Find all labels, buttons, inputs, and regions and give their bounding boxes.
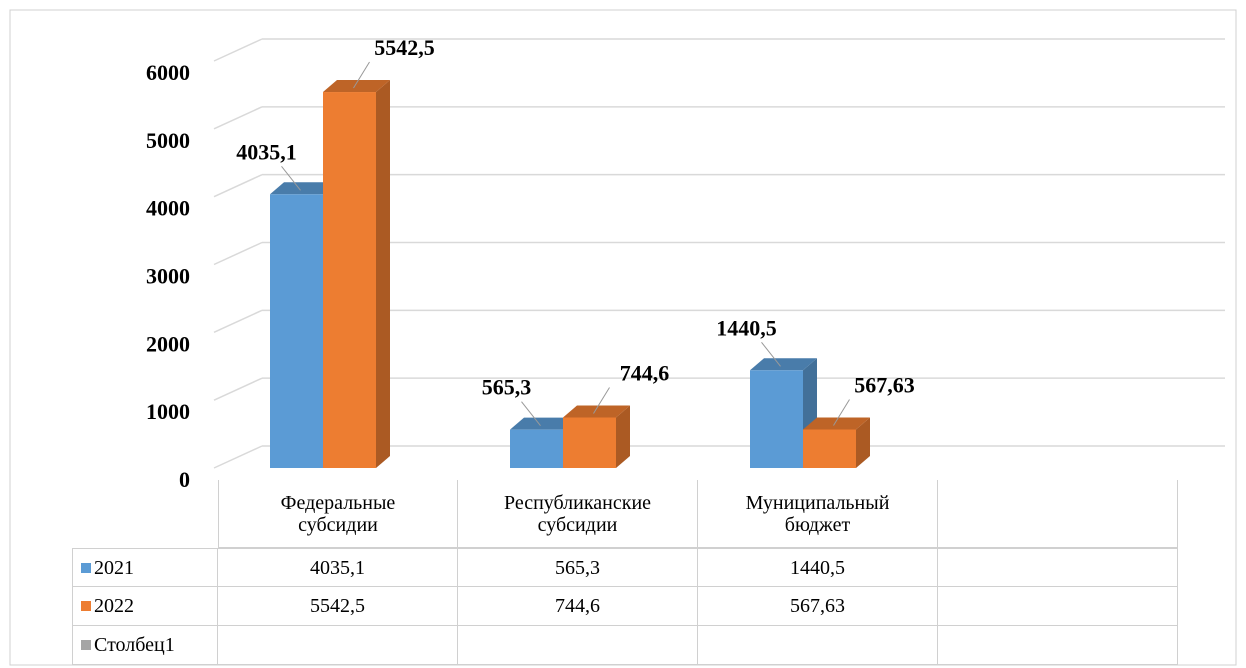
data-label: 1440,5	[716, 315, 777, 340]
bar-side	[616, 405, 630, 468]
y-tick-label: 3000	[146, 264, 190, 289]
bar	[803, 417, 870, 468]
bar	[323, 80, 390, 468]
bar-top	[750, 358, 817, 371]
data-label: 4035,1	[236, 139, 297, 164]
grid-line-side	[213, 106, 263, 130]
bar-front	[323, 92, 376, 468]
y-tick-label: 5000	[146, 128, 190, 153]
y-tick-label: 1000	[146, 399, 190, 424]
table-header-cell: Муниципальный бюджет	[698, 480, 938, 548]
table-header-cell: Республиканские субсидии	[458, 480, 698, 548]
legend-cell: Столбец1	[72, 626, 218, 665]
legend-label: Столбец1	[94, 634, 175, 656]
grid-line-side	[213, 241, 263, 266]
leader-line	[761, 341, 781, 367]
table-cell	[938, 587, 1178, 626]
leader-line	[833, 399, 850, 426]
table-cell: 744,6	[458, 587, 698, 626]
y-tick-label: 6000	[146, 60, 190, 85]
grid-line-side	[213, 377, 263, 401]
y-tick-label: 0	[179, 467, 190, 492]
legend-cell: 2021	[72, 548, 218, 587]
y-tick-label: 4000	[146, 196, 190, 221]
bar-top	[270, 182, 337, 195]
bar	[563, 405, 630, 468]
data-label: 5542,5	[374, 35, 435, 60]
bar-top	[510, 417, 577, 430]
bar-front	[750, 370, 803, 468]
legend-swatch	[81, 562, 91, 573]
leader-line	[593, 387, 610, 414]
table-cell: 565,3	[458, 548, 698, 587]
legend-label: 2021	[94, 556, 134, 579]
bar-front	[270, 194, 323, 469]
table-cell	[938, 626, 1178, 665]
grid-line-side	[213, 445, 263, 469]
legend-label: 2022	[94, 595, 134, 617]
table-header-cell: Федеральные субсидии	[218, 480, 458, 548]
table-cell: 5542,5	[218, 587, 458, 626]
leader-line	[353, 61, 370, 89]
bar-side	[376, 80, 390, 468]
table-cell: 4035,1	[218, 548, 458, 587]
legend-swatch	[81, 601, 91, 611]
table-cell	[698, 626, 938, 665]
legend-swatch	[81, 640, 91, 650]
bar-front	[803, 429, 856, 468]
grid-line-side	[213, 38, 263, 62]
grid-line-side	[213, 173, 263, 198]
bar-top	[323, 80, 390, 93]
table-cell: 1440,5	[698, 548, 938, 587]
table-header-cell	[938, 480, 1178, 548]
data-label: 744,6	[620, 361, 670, 386]
data-label: 567,63	[854, 373, 915, 398]
grid-line-side	[213, 309, 263, 334]
leader-line	[521, 401, 541, 426]
table-cell	[458, 626, 698, 665]
bar-front	[510, 429, 563, 468]
chart-frame	[9, 9, 1237, 666]
data-label: 565,3	[482, 375, 532, 400]
legend-cell: 2022	[72, 587, 218, 626]
table-cell	[218, 626, 458, 665]
y-tick-label: 2000	[146, 331, 190, 356]
table-cell: 567,63	[698, 587, 938, 626]
bar-front	[563, 417, 616, 468]
bar-side	[856, 417, 870, 468]
leader-line	[281, 165, 301, 191]
bar-top	[563, 405, 630, 418]
bar-top	[803, 417, 870, 430]
table-cell	[938, 548, 1178, 587]
